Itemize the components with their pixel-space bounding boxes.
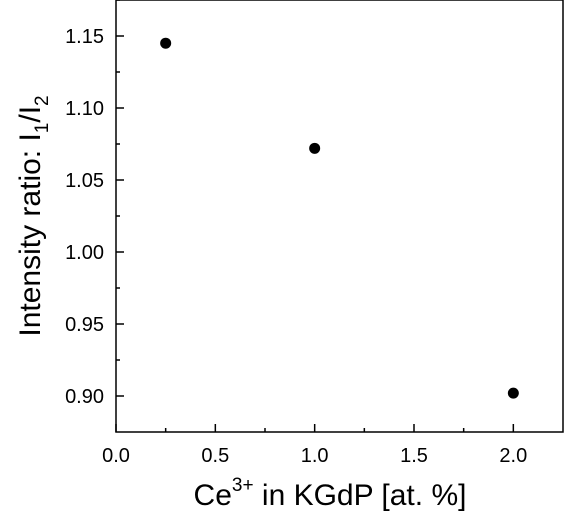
y-tick-label: 1.15 — [65, 26, 104, 48]
x-tick-label: 1.5 — [400, 445, 428, 467]
plot-frame — [115, 0, 564, 433]
ticks — [115, 0, 515, 432]
x-tick-label: 0.0 — [102, 445, 130, 467]
y-tick-label: 0.95 — [65, 314, 104, 336]
y-tick-label: 1.10 — [65, 98, 104, 120]
y-axis-label: Intensity ratio: I1/I2 — [14, 95, 53, 336]
tick-labels: 0.0 0.5 1.0 1.5 2.0 0.90 0.95 1.00 1.05 1.10 1.15 — [65, 26, 527, 467]
y-tick-label: 1.00 — [65, 242, 104, 264]
data-point — [160, 37, 172, 49]
x-tick-label: 2.0 — [499, 445, 527, 467]
x-tick-label: 1.0 — [301, 445, 329, 467]
data-point — [309, 142, 321, 154]
x-axis-label: Ce3+ in KGdP [at. %] — [194, 475, 467, 512]
data-points — [160, 37, 519, 399]
y-tick-label: 1.05 — [65, 170, 104, 192]
y-tick-label: 0.90 — [65, 386, 104, 408]
x-tick-label: 0.5 — [201, 445, 229, 467]
data-point — [507, 387, 519, 399]
